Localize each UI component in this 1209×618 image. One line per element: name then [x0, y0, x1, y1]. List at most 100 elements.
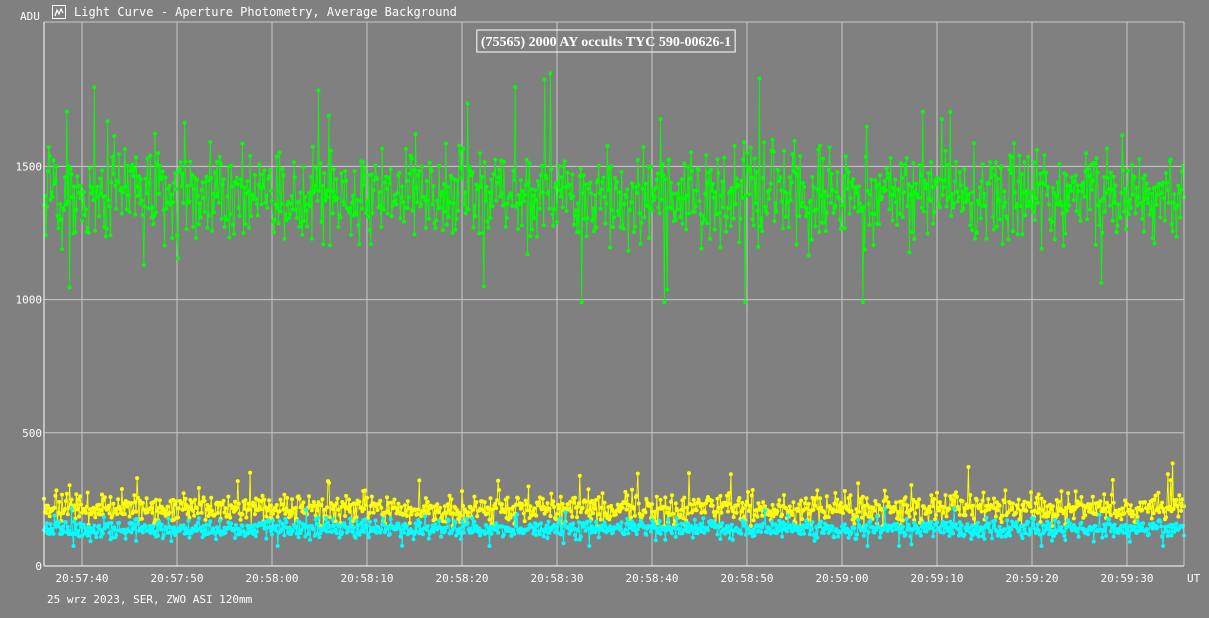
data-point: [555, 220, 559, 224]
data-point: [664, 206, 669, 211]
data-point: [993, 518, 997, 523]
data-point: [594, 225, 598, 230]
data-point: [882, 506, 887, 511]
data-point: [304, 208, 309, 213]
data-point: [708, 167, 713, 172]
data-point: [685, 505, 690, 510]
data-point: [728, 472, 733, 477]
data-point: [377, 502, 382, 507]
data-point: [1026, 154, 1031, 159]
data-point: [917, 195, 921, 200]
data-point: [596, 535, 601, 540]
data-point: [929, 160, 934, 165]
data-point: [1040, 180, 1045, 185]
data-point: [600, 491, 605, 496]
data-point: [445, 184, 450, 189]
light-curve-app-icon[interactable]: [52, 5, 66, 19]
data-point: [285, 496, 290, 500]
data-point: [341, 199, 346, 204]
data-point: [884, 495, 889, 500]
data-point: [1125, 502, 1129, 506]
data-point: [344, 493, 349, 498]
data-point: [1145, 201, 1150, 206]
data-point: [718, 245, 723, 250]
data-point: [159, 522, 164, 527]
data-point: [288, 508, 292, 513]
data-point: [503, 224, 508, 229]
data-point: [669, 499, 673, 504]
data-point: [953, 179, 957, 184]
data-point: [1146, 187, 1151, 192]
data-point: [320, 497, 325, 502]
data-point: [709, 188, 714, 193]
data-point: [115, 512, 120, 517]
data-point: [152, 213, 157, 218]
data-point: [675, 207, 680, 212]
data-point: [975, 520, 980, 525]
x-tick-label: 20:58:30: [531, 572, 584, 585]
data-point: [715, 157, 720, 162]
data-point: [147, 181, 152, 186]
data-point: [387, 532, 392, 537]
data-point: [716, 171, 721, 176]
data-point: [918, 533, 923, 538]
data-point: [979, 509, 984, 514]
data-point: [768, 531, 773, 536]
data-point: [746, 168, 751, 173]
data-point: [134, 538, 139, 543]
data-point: [992, 227, 996, 232]
data-point: [743, 300, 748, 305]
data-point: [446, 518, 451, 523]
data-point: [526, 181, 531, 186]
data-point: [1140, 508, 1145, 512]
data-point: [928, 510, 933, 514]
data-point: [83, 207, 88, 212]
data-point: [336, 224, 341, 229]
data-point: [480, 231, 485, 235]
data-point: [203, 528, 208, 533]
data-point: [215, 510, 220, 515]
data-point: [354, 518, 359, 523]
data-point: [382, 523, 387, 527]
data-point: [954, 159, 958, 164]
data-point: [425, 198, 430, 203]
data-point: [425, 500, 430, 504]
data-point: [771, 149, 776, 154]
data-point: [387, 181, 392, 186]
data-point: [1145, 181, 1149, 186]
data-point: [1009, 171, 1014, 176]
data-point: [634, 191, 639, 196]
data-point: [650, 502, 654, 507]
data-point: [60, 492, 64, 497]
data-point: [694, 523, 699, 528]
data-point: [437, 164, 442, 168]
data-point: [65, 512, 70, 517]
data-point: [418, 520, 423, 525]
data-point: [1108, 170, 1113, 175]
data-point: [178, 160, 183, 165]
data-point: [267, 498, 272, 503]
data-point: [312, 533, 317, 538]
data-point: [72, 184, 77, 189]
data-point: [299, 503, 304, 508]
data-point: [880, 185, 885, 190]
data-point: [196, 516, 201, 521]
data-point: [799, 532, 804, 536]
data-point: [221, 498, 226, 503]
data-point: [855, 532, 860, 537]
data-point: [475, 187, 480, 192]
data-point: [734, 525, 739, 530]
data-point: [233, 536, 237, 540]
data-point: [262, 497, 267, 502]
data-point: [858, 201, 862, 206]
data-point: [727, 189, 732, 194]
data-point: [565, 170, 570, 175]
data-point: [545, 501, 550, 506]
data-point: [187, 535, 192, 540]
data-point: [615, 209, 620, 213]
data-point: [592, 501, 596, 506]
data-point: [1008, 533, 1013, 538]
data-point: [176, 256, 180, 261]
data-point: [94, 189, 99, 194]
data-point: [472, 494, 477, 499]
